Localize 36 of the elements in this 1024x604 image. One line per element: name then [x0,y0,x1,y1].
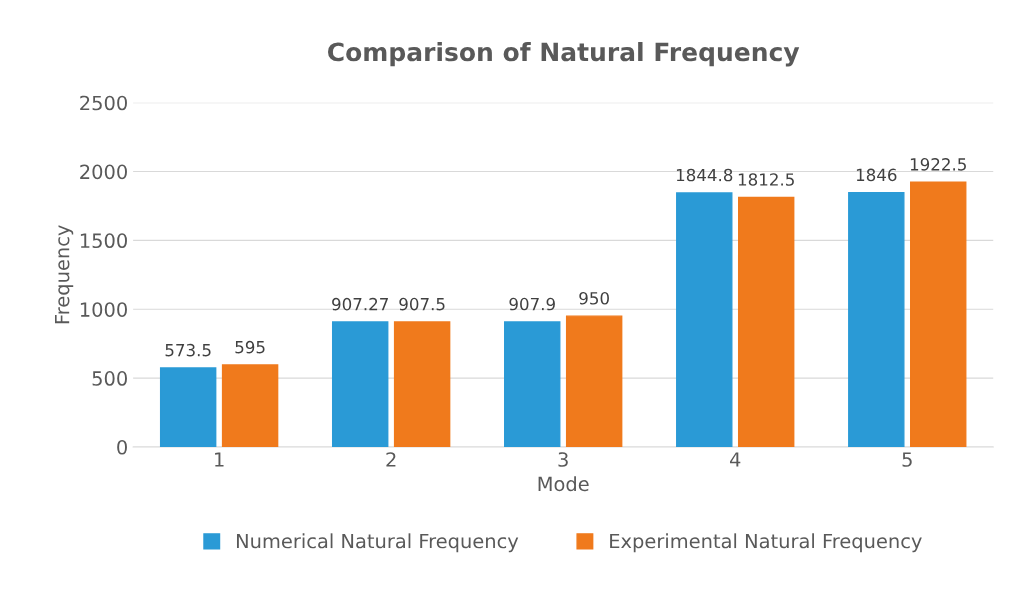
data-label: 1812.5 [738,173,794,186]
data-label: 950 [579,291,609,305]
data-label: 1846 [856,168,897,182]
y-tick-label: 500 [92,371,127,386]
chart-title: Comparison of Natural Frequency [328,42,800,67]
data-label: 1844.8 [676,168,733,182]
x-tick-label: 1 [215,452,224,467]
data-label: 595 [235,340,265,354]
bar [221,364,279,447]
y-axis-title: Frequency [55,225,74,324]
x-tick-label: 3 [558,452,568,467]
data-label: 907.9 [509,297,555,311]
data-label: 907.27 [332,297,388,311]
bar [676,192,733,447]
y-tick-label: 1500 [80,233,127,249]
x-tick-label: 4 [730,452,741,467]
y-tick-label: 2000 [80,164,127,180]
legend-label: Numerical Natural Frequency [236,533,519,553]
bar [393,321,451,447]
data-label: 1922.5 [910,158,966,171]
y-tick-label: 2500 [80,95,127,111]
bar [504,321,561,447]
bar [737,196,795,447]
x-tick-label: 2 [386,452,396,467]
data-label: 573.5 [165,343,211,357]
bar [331,321,389,447]
legend-label: Experimental Natural Frequency [610,533,922,553]
x-tick-label: 5 [902,452,912,467]
bar [848,192,905,447]
y-tick-label: 0 [117,439,127,455]
x-axis-title: Mode [538,476,589,492]
y-tick-label: 1000 [80,302,127,317]
data-label: 907.5 [399,297,445,311]
bar [565,315,623,447]
bar [910,181,967,447]
bar [159,367,217,447]
